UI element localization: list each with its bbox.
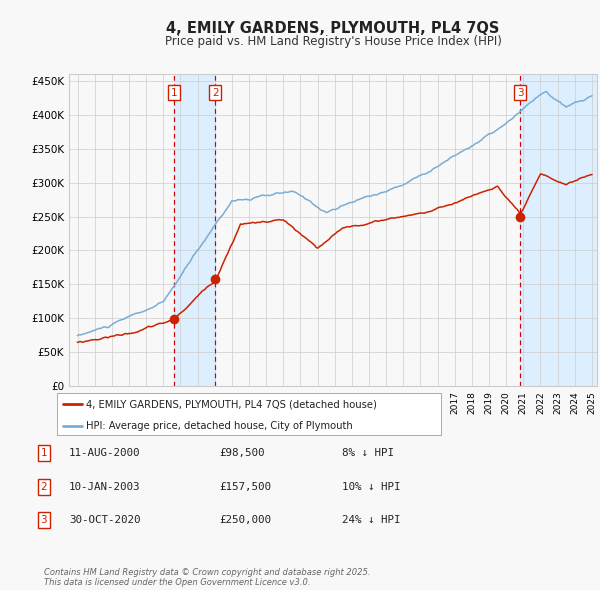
Text: 2: 2 [212,88,218,98]
Text: 2: 2 [40,482,47,491]
Text: Contains HM Land Registry data © Crown copyright and database right 2025.
This d: Contains HM Land Registry data © Crown c… [44,568,370,587]
Text: 10% ↓ HPI: 10% ↓ HPI [342,482,401,491]
Bar [520,74,600,386]
Text: 11-AUG-2000: 11-AUG-2000 [69,448,140,458]
Text: 8% ↓ HPI: 8% ↓ HPI [342,448,394,458]
Text: 24% ↓ HPI: 24% ↓ HPI [342,516,401,525]
Bar [174,74,215,386]
Text: Price paid vs. HM Land Registry's House Price Index (HPI): Price paid vs. HM Land Registry's House … [164,35,502,48]
Text: 1: 1 [40,448,47,458]
Text: 1: 1 [170,88,177,98]
Text: £157,500: £157,500 [219,482,271,491]
Text: 3: 3 [517,88,524,98]
Text: £250,000: £250,000 [219,516,271,525]
Text: HPI: Average price, detached house, City of Plymouth: HPI: Average price, detached house, City… [86,421,353,431]
Text: £98,500: £98,500 [219,448,265,458]
Text: 10-JAN-2003: 10-JAN-2003 [69,482,140,491]
Text: 3: 3 [40,516,47,525]
Text: 4, EMILY GARDENS, PLYMOUTH, PL4 7QS: 4, EMILY GARDENS, PLYMOUTH, PL4 7QS [166,21,500,35]
Text: 4, EMILY GARDENS, PLYMOUTH, PL4 7QS (detached house): 4, EMILY GARDENS, PLYMOUTH, PL4 7QS (det… [86,399,377,409]
Text: 30-OCT-2020: 30-OCT-2020 [69,516,140,525]
